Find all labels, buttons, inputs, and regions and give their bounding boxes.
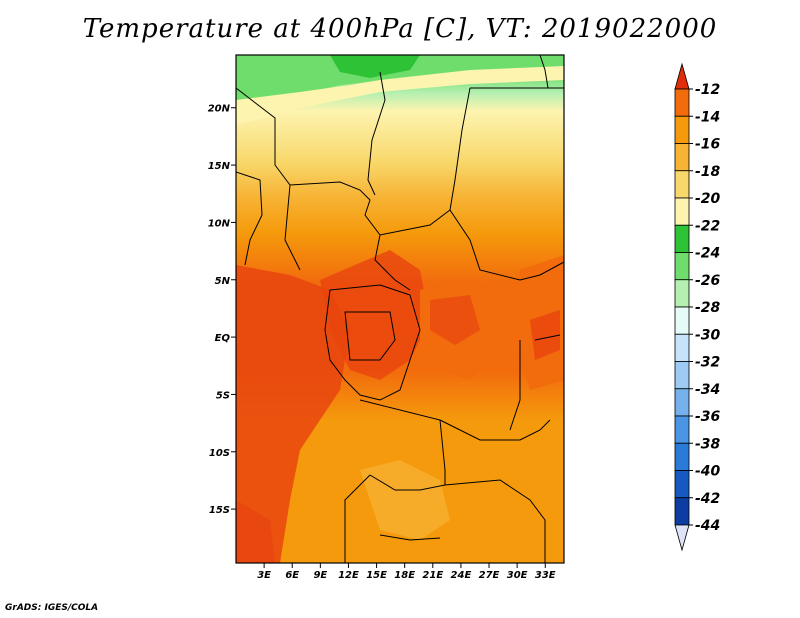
colorbar-swatch <box>674 197 690 226</box>
colorbar-over-triangle <box>674 62 690 90</box>
colorbar-swatch <box>674 361 690 390</box>
colorbar-swatch <box>674 442 690 471</box>
lon-tick-label: 3E <box>257 570 271 581</box>
lat-tick-label: 5S <box>216 390 230 401</box>
grads-credit: GrADS: IGES/COLA <box>5 603 99 613</box>
colorbar-swatch <box>674 252 690 281</box>
colorbar-swatch <box>674 497 690 526</box>
map-frame <box>235 54 565 564</box>
lon-tick-label: 33E <box>535 570 556 581</box>
lon-tick-label: 9E <box>313 570 327 581</box>
colorbar-label: -24 <box>695 246 720 262</box>
colorbar-swatch <box>674 143 690 172</box>
latitude-axis: 20N 15N 10N 5N EQ 5S 10S 15S <box>208 104 236 516</box>
lon-tick-label: 12E <box>338 570 359 581</box>
colorbar-label: -12 <box>695 82 720 98</box>
lon-tick-label: 21E <box>422 570 443 581</box>
country-borders <box>236 55 564 563</box>
lon-tick-label: 6E <box>285 570 299 581</box>
colorbar-label: -40 <box>695 464 721 480</box>
lat-tick-label: 10S <box>209 448 230 459</box>
colorbar-under-triangle <box>674 524 690 552</box>
colorbar-swatch <box>674 224 690 253</box>
map-title: Temperature at 400hPa [C], VT: 201902200… <box>82 14 718 44</box>
lat-tick-label: 20N <box>208 104 231 115</box>
colorbar-swatch <box>674 170 690 199</box>
colorbar-label: -38 <box>695 436 721 452</box>
colorbar-swatch <box>674 415 690 444</box>
colorbar-label: -42 <box>695 491 720 507</box>
lat-tick-label: 15S <box>209 505 230 516</box>
temperature-field <box>236 55 564 563</box>
lat-tick-label: 15N <box>208 161 231 172</box>
colorbar-swatch <box>674 306 690 335</box>
lat-tick-label: 5N <box>215 276 231 287</box>
lon-tick-label: 27E <box>479 570 500 581</box>
colorbar-label: -32 <box>695 355 720 371</box>
colorbar-label: -16 <box>695 137 721 153</box>
colorbar-label: -30 <box>695 327 721 343</box>
lat-tick-label: EQ <box>215 333 231 344</box>
lon-tick-label: 24E <box>451 570 472 581</box>
colorbar-label: -34 <box>695 382 720 398</box>
colorbar-swatch <box>674 470 690 499</box>
colorbar-swatch <box>674 388 690 417</box>
lon-tick-label: 18E <box>394 570 415 581</box>
colorbar: -12 -14 -16 -18 -20 -22 -24 -26 -28 -30 -32 -34 -36 -… <box>674 62 721 552</box>
colorbar-swatch <box>674 279 690 308</box>
lon-tick-label: 15E <box>366 570 387 581</box>
colorbar-label: -28 <box>695 300 721 316</box>
colorbar-label: -22 <box>695 218 720 234</box>
lat-tick-label: 10N <box>208 218 231 229</box>
colorbar-label: -20 <box>695 191 721 207</box>
colorbar-swatch <box>674 115 690 144</box>
lon-tick-label: 30E <box>507 570 528 581</box>
colorbar-label: -36 <box>695 409 721 425</box>
colorbar-swatch <box>674 333 690 362</box>
colorbar-swatch <box>674 88 690 117</box>
colorbar-label: -14 <box>695 109 720 125</box>
colorbar-label: -44 <box>695 518 720 534</box>
longitude-axis: 3E 6E 9E 12E 15E 18E 21E 24E 27E 30E 33E <box>257 563 556 581</box>
colorbar-label: -18 <box>695 164 721 180</box>
colorbar-label: -26 <box>695 273 721 289</box>
